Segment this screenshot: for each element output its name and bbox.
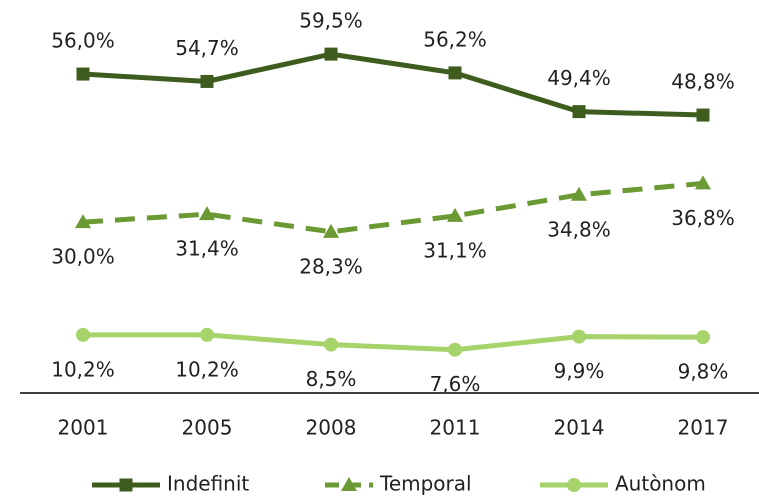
data-point [199, 206, 215, 221]
data-point [75, 214, 91, 229]
data-label: 7,6% [430, 372, 481, 396]
data-label: 56,0% [51, 29, 115, 53]
data-label: 28,3% [299, 254, 363, 278]
data-point [572, 105, 586, 119]
data-label: 34,8% [547, 217, 611, 241]
data-label: 9,9% [554, 359, 605, 383]
data-point [324, 337, 338, 352]
data-label: 59,5% [299, 9, 363, 33]
series-line [83, 332, 704, 353]
data-point [448, 66, 462, 80]
data-point [696, 330, 710, 345]
data-point [76, 67, 90, 81]
x-tick-label: 2001 [58, 416, 109, 440]
legend-marker [341, 477, 357, 491]
data-label: 8,5% [306, 367, 357, 391]
data-point [200, 327, 214, 342]
data-label: 10,2% [175, 357, 239, 381]
series-line [82, 180, 704, 235]
data-point [76, 327, 90, 342]
data-point [696, 108, 710, 122]
data-label: 31,1% [423, 238, 487, 262]
data-point [447, 207, 463, 222]
data-label: 56,2% [423, 27, 487, 51]
data-label: 36,8% [671, 206, 735, 230]
data-label: 30,0% [51, 245, 115, 269]
legend-label: Indefinit [167, 472, 249, 496]
x-tick-label: 2017 [678, 416, 729, 440]
data-point [200, 74, 214, 88]
data-point [448, 342, 462, 357]
x-tick-label: 2011 [430, 416, 481, 440]
x-tick-label: 2014 [554, 416, 605, 440]
data-label: 54,7% [175, 36, 239, 60]
data-point [571, 186, 587, 201]
data-point [572, 329, 586, 344]
legend-marker [119, 478, 133, 492]
data-label: 10,2% [51, 357, 115, 381]
data-point [323, 223, 339, 238]
legend-label: Autònom [615, 472, 706, 496]
data-label: 49,4% [547, 66, 611, 90]
legend-label: Temporal [379, 472, 472, 496]
data-label: 31,4% [175, 237, 239, 261]
data-point [695, 175, 711, 190]
x-tick-label: 2008 [306, 416, 357, 440]
series-line [82, 51, 704, 118]
data-label: 9,8% [678, 360, 729, 384]
legend-marker [567, 478, 581, 492]
data-label: 48,8% [671, 70, 735, 94]
x-tick-label: 2005 [182, 416, 233, 440]
data-point [324, 47, 338, 61]
